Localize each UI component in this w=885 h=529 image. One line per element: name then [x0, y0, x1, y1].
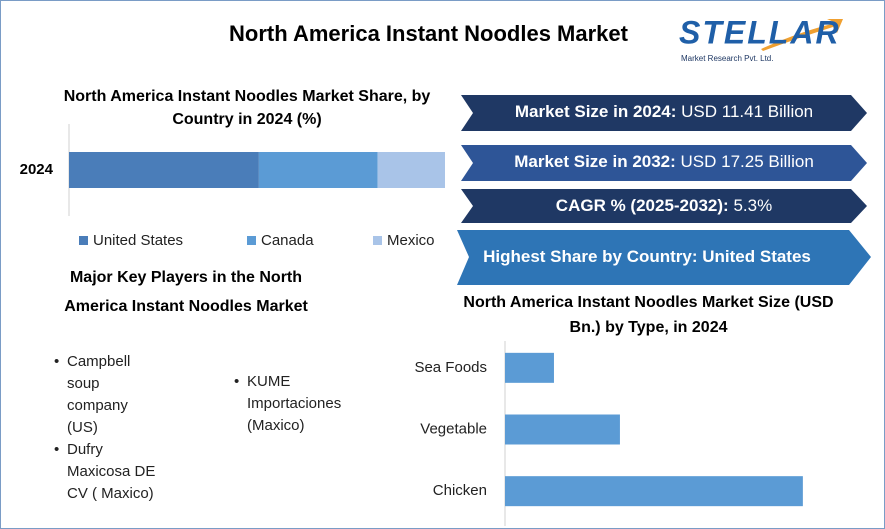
bar-segment: [258, 152, 378, 188]
stat-label: Market Size in 2024:: [514, 102, 677, 121]
stat-value: United States: [702, 247, 811, 266]
players-list: KUME Importaciones (Maxico): [247, 371, 377, 437]
stat: Market Size in 2024: USD 11.41 Billion: [464, 102, 864, 122]
stat: Market Size in 2032: USD 17.25 Billion: [464, 152, 864, 172]
legend-label: United States: [93, 232, 183, 249]
y-tick-label: Sea Foods: [414, 359, 487, 376]
bar: [505, 476, 803, 507]
chart-title: North America Instant Noodles Market Siz…: [463, 294, 834, 336]
legend-swatch: [247, 236, 256, 245]
player: KUME Importaciones (Maxico): [247, 371, 377, 437]
y-tick-label: Chicken: [433, 482, 487, 499]
legend-swatch: [373, 236, 382, 245]
stat: CAGR % (2025-2032): 5.3%: [464, 196, 864, 216]
legend-label: Mexico: [387, 232, 435, 249]
legend-label: Canada: [261, 232, 314, 249]
player: Campbell soup company (US): [67, 351, 157, 439]
legend-swatch: [79, 236, 88, 245]
bar-segment: [377, 152, 445, 188]
player: Dufry Maxicosa DE CV ( Maxico): [67, 439, 157, 505]
stat-banner: [461, 95, 867, 131]
logo-tagline: Market Research Pvt. Ltd.: [681, 54, 773, 63]
stat-label: Highest Share by Country:: [483, 247, 698, 266]
page-title: North America Instant Noodles Market: [229, 21, 628, 46]
players-list: Campbell soup company (US) Dufry Maxicos…: [67, 351, 157, 505]
logo-name: STELLAR: [679, 14, 841, 50]
stat-label: CAGR % (2025-2032):: [555, 196, 729, 215]
logo-swoosh: [761, 19, 843, 51]
stat-value: USD 11.41 Billion: [681, 102, 814, 121]
stat: Highest Share by Country: United States: [447, 247, 847, 267]
bar: [505, 352, 554, 383]
bar-segment: [69, 152, 259, 188]
stat-value: USD 17.25 Billion: [680, 152, 814, 171]
chart-title: North America Instant Noodles Market Sha…: [63, 88, 431, 128]
stat-value: 5.3%: [733, 196, 773, 215]
stat-banner: [457, 230, 871, 285]
players-title: Major Key Players in the North America I…: [64, 269, 308, 315]
stat-label: Market Size in 2032:: [514, 152, 676, 171]
y-tick-label: Vegetable: [420, 420, 487, 437]
stat-banner: [461, 145, 867, 181]
y-tick-label: 2024: [20, 161, 54, 178]
stat-banner: [461, 189, 867, 223]
bar: [505, 414, 620, 445]
